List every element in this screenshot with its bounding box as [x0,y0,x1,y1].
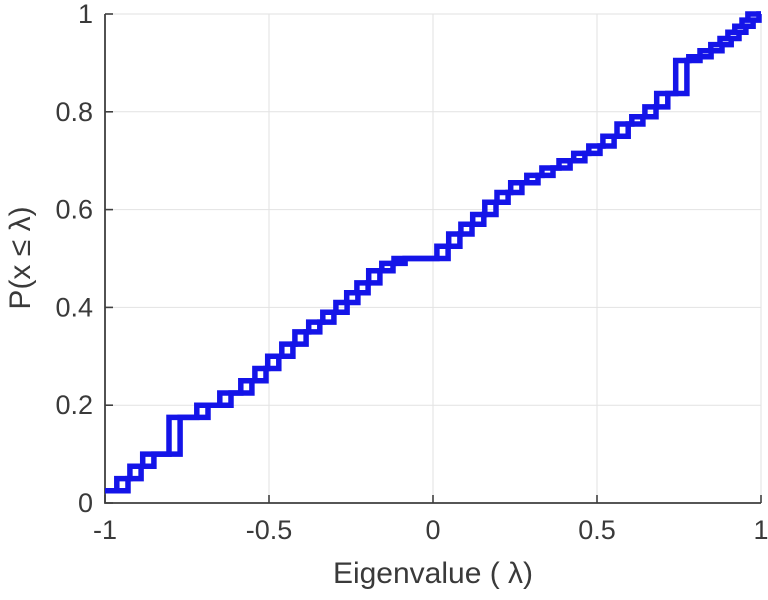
x-tick-label: 1 [753,515,768,545]
ecdf-series [105,11,762,494]
y-axis-label: P(x ≤ λ) [4,206,37,309]
x-tick-label: 0.5 [578,515,616,545]
tick-marks [104,13,762,504]
y-tick-label: 1 [78,0,93,29]
y-tick-label: 0.2 [55,390,93,420]
y-tick-label: 0 [78,488,93,518]
x-tick-label: -1 [93,515,117,545]
x-axis-label: Eigenvalue ( λ) [333,557,533,590]
ecdf-curve-2-line [105,11,761,494]
x-tick-label: 0 [425,515,440,545]
y-tick-label: 0.6 [55,195,93,225]
tick-labels: -1 -0.5 0 0.5 1 0 0.2 0.4 0.6 0.8 1 [55,0,768,545]
x-tick-label: -0.5 [246,515,293,545]
y-tick-label: 0.4 [55,292,93,322]
y-tick-label: 0.8 [55,97,93,127]
